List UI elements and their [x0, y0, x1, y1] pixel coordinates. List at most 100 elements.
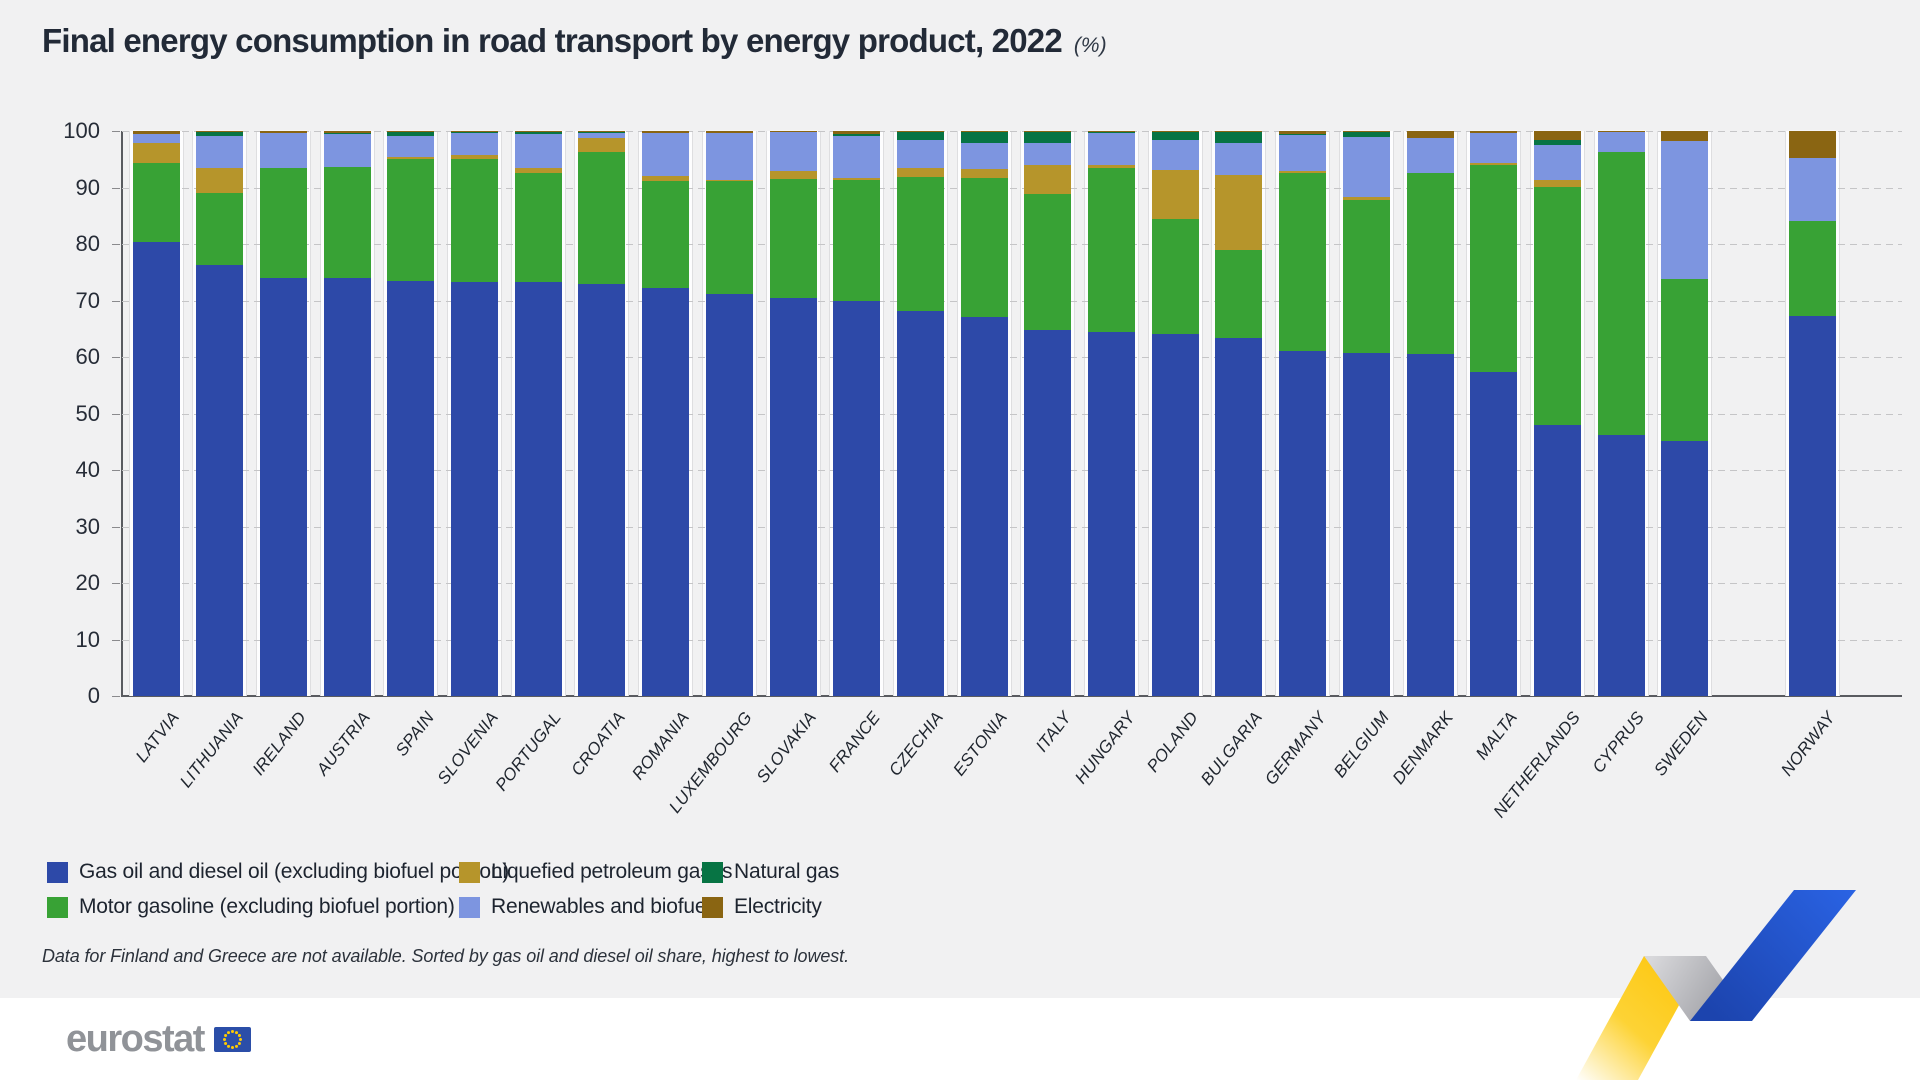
- legend-item-natural_gas: Natural gas: [702, 860, 839, 884]
- bar-segment-lpg: [833, 177, 881, 181]
- eurostat-logo-text: eurostat: [66, 1018, 205, 1060]
- bar-segment-diesel: [1597, 434, 1645, 696]
- bar-segment-natural_gas: [1342, 132, 1390, 137]
- chart-title: Final energy consumption in road transpo…: [42, 22, 1107, 60]
- bar-segment-gasoline: [705, 180, 753, 295]
- bar-segment-lpg: [1088, 165, 1135, 169]
- bar-segment-diesel: [1470, 371, 1518, 696]
- bar-segment-gasoline: [1470, 164, 1518, 372]
- bar-segment-natural_gas: [1279, 133, 1327, 135]
- bar-segment-renewables: [1151, 140, 1199, 170]
- bar-segment-diesel: [578, 284, 626, 696]
- bar-segment-lpg: [1215, 175, 1263, 251]
- bar-segment-gasoline: [1279, 173, 1327, 352]
- bar-segment-renewables: [833, 136, 881, 178]
- gridline: [122, 470, 1902, 471]
- bar-segment-diesel: [259, 277, 307, 696]
- bar-segment-gasoline: [259, 168, 307, 278]
- chart-title-text: Final energy consumption in road transpo…: [42, 22, 1063, 59]
- legend-swatch-lpg: [459, 861, 480, 883]
- legend-item-lpg: Liquefied petroleum gases: [459, 860, 733, 884]
- bar-segment-lpg: [960, 169, 1008, 178]
- bar-segment-electricity: [1024, 131, 1072, 133]
- legend-swatch-gasoline: [47, 896, 68, 918]
- bar-segment-diesel: [196, 265, 244, 696]
- bar-segment-natural_gas: [960, 132, 1008, 144]
- bar-segment-electricity: [387, 131, 435, 133]
- bar-segment-diesel: [1279, 351, 1327, 696]
- bar-segment-electricity: [451, 131, 498, 133]
- bar-segment-electricity: [1215, 131, 1263, 132]
- bar-segment-gasoline: [1088, 168, 1135, 332]
- bar-segment-diesel: [514, 282, 562, 696]
- bar-segment-renewables: [1470, 133, 1518, 163]
- bar-segment-natural_gas: [323, 133, 371, 134]
- bar-segment-diesel: [769, 298, 817, 696]
- bar-segment-electricity: [1088, 131, 1135, 133]
- bar-segment-gasoline: [960, 177, 1008, 318]
- bar-segment-renewables: [705, 133, 753, 180]
- y-tick-label: 40: [75, 457, 100, 482]
- bar-segment-electricity: [1661, 131, 1709, 142]
- bar-segment-renewables: [1279, 134, 1327, 172]
- bar-segment-electricity: [1279, 131, 1327, 134]
- bar-segment-diesel: [1788, 315, 1836, 696]
- bar-segment-gasoline: [196, 193, 244, 266]
- eu-flag-icon: [213, 1026, 251, 1052]
- bar-segment-electricity: [1533, 131, 1581, 141]
- bar-segment-electricity: [833, 131, 881, 135]
- bar-segment-lpg: [1151, 170, 1199, 219]
- bar-segment-electricity: [1788, 131, 1836, 159]
- legend-item-renewables: Renewables and biofuels: [459, 895, 721, 919]
- plot-area: [121, 131, 1902, 697]
- bar-segment-lpg: [1279, 171, 1327, 174]
- bar-segment-gasoline: [132, 163, 180, 243]
- bar-segment-renewables: [1088, 133, 1135, 166]
- gridline: [122, 131, 1902, 132]
- bar-segment-electricity: [769, 131, 817, 132]
- bar-segment-natural_gas: [896, 132, 944, 141]
- bar-segment-gasoline: [1406, 173, 1454, 355]
- legend-swatch-natural_gas: [702, 861, 723, 883]
- gridline: [122, 413, 1902, 415]
- bar-segment-gasoline: [1661, 279, 1709, 442]
- bar-segment-electricity: [1151, 131, 1199, 133]
- y-tick-label: 60: [75, 344, 100, 369]
- legend-item-diesel: Gas oil and diesel oil (excluding biofue…: [47, 860, 509, 884]
- axis-tick: [112, 639, 120, 641]
- bar-segment-natural_gas: [196, 132, 244, 136]
- bar-segment-gasoline: [578, 151, 626, 285]
- bar-segment-natural_gas: [833, 134, 881, 137]
- bar-segment-natural_gas: [387, 132, 435, 136]
- gridline: [122, 300, 1902, 302]
- bar-segment-electricity: [1406, 131, 1454, 139]
- bar-segment-lpg: [705, 179, 753, 181]
- bar-segment-gasoline: [769, 179, 817, 299]
- y-tick-label: 20: [75, 570, 100, 595]
- bar-segment-renewables: [1597, 132, 1645, 153]
- bar-segment-natural_gas: [1088, 132, 1135, 134]
- gridline: [122, 187, 1902, 189]
- bar-segment-gasoline: [1151, 218, 1199, 335]
- bar-segment-gasoline: [642, 180, 690, 288]
- bar-segment-electricity: [514, 131, 562, 133]
- bar-segment-lpg: [642, 175, 690, 181]
- legend-label-electricity: Electricity: [734, 895, 822, 918]
- y-tick-label: 0: [87, 683, 100, 708]
- axis-tick: [112, 187, 120, 189]
- y-tick-label: 30: [75, 513, 100, 539]
- bar-segment-renewables: [259, 133, 307, 169]
- legend-label-natural_gas: Natural gas: [734, 860, 840, 883]
- axis-tick: [112, 244, 120, 245]
- bar-segment-renewables: [1788, 158, 1836, 221]
- bar-segment-gasoline: [1533, 186, 1581, 425]
- bar-segment-lpg: [1342, 196, 1390, 200]
- bar-segment-natural_gas: [1533, 140, 1581, 145]
- bar-segment-lpg: [451, 154, 498, 160]
- legend-label-lpg: Liquefied petroleum gases: [491, 860, 733, 883]
- bar-segment-renewables: [514, 134, 562, 169]
- bar-segment-renewables: [1342, 136, 1390, 197]
- bar-segment-renewables: [1215, 143, 1263, 176]
- axis-tick: [112, 696, 120, 697]
- bar-segment-diesel: [1342, 353, 1390, 696]
